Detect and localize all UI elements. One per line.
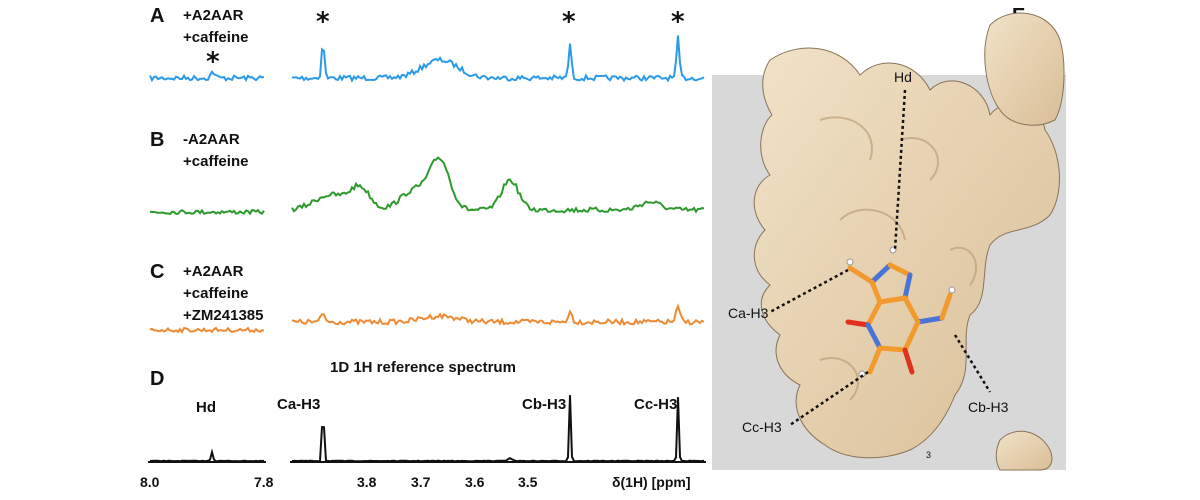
panel-letter-d: D <box>150 368 164 390</box>
peak-label-cc: Cc-H3 <box>634 396 677 413</box>
panel-letter-c: C <box>150 261 164 283</box>
spectra-traces <box>149 35 705 463</box>
tick-label-3-5: 3.5 <box>518 474 538 490</box>
condition-c-receptor: +A2AAR <box>183 263 244 280</box>
leader-hd <box>893 89 907 251</box>
x-axis-label: δ(1H) [ppm] <box>612 474 690 490</box>
panel-letter-a: A <box>150 5 164 27</box>
model-label-residue: 3 <box>926 450 931 460</box>
tick-label-3-8: 3.8 <box>357 474 377 490</box>
surface-shading <box>819 116 977 401</box>
molecular-model-panel: Hd Ca-H3 Cb-H3 Cc-H3 3 <box>712 12 1066 471</box>
condition-a-receptor: +A2AAR <box>183 7 244 24</box>
condition-a-ligand: +caffeine <box>183 29 248 46</box>
leader-ca <box>769 268 849 314</box>
peak-marker-3: * <box>562 7 576 37</box>
trace-a-right <box>291 35 705 83</box>
reference-spectrum-title: 1D 1H reference spectrum <box>330 359 516 376</box>
peak-marker-2: * <box>316 7 330 37</box>
peak-marker-1: * <box>206 47 220 77</box>
condition-c-ligand: +caffeine <box>183 285 248 302</box>
trace-a-left <box>149 70 265 83</box>
bottom-right-surface <box>995 430 1053 471</box>
leader-cc <box>789 370 869 427</box>
condition-b-receptor: -A2AAR <box>183 131 240 148</box>
panel-letter-b: B <box>150 129 164 151</box>
tick-label-3-7: 3.7 <box>411 474 431 490</box>
peak-label-ca: Ca-H3 <box>277 396 320 413</box>
condition-c-inhibitor: +ZM241385 <box>183 307 263 324</box>
leader-cb <box>953 334 992 393</box>
tick-label-8-0: 8.0 <box>140 474 160 490</box>
model-label-cb: Cb-H3 <box>968 399 1009 415</box>
right-lobe-surface <box>984 12 1065 126</box>
caffeine-ligand <box>845 246 956 378</box>
condition-a-receptor-text: +A2AAR <box>183 7 244 24</box>
trace-d-left <box>150 448 265 463</box>
reference-title-text: 1D 1H reference spectrum <box>330 359 516 376</box>
protein-surface <box>753 47 1060 459</box>
trace-c-left <box>149 326 265 334</box>
peak-label-cb: Cb-H3 <box>522 396 566 413</box>
peak-label-hd: Hd <box>196 399 216 416</box>
model-label-cc: Cc-H3 <box>742 419 782 435</box>
tick-label-7-8: 7.8 <box>254 474 274 490</box>
trace-b-left <box>149 208 265 216</box>
tick-label-3-6: 3.6 <box>465 474 485 490</box>
model-label-ca: Ca-H3 <box>728 305 769 321</box>
trace-c-right <box>291 303 705 327</box>
trace-b-right <box>291 156 705 214</box>
model-label-hd: Hd <box>894 69 912 85</box>
condition-b-ligand: +caffeine <box>183 153 248 170</box>
peak-marker-4: * <box>671 7 685 37</box>
